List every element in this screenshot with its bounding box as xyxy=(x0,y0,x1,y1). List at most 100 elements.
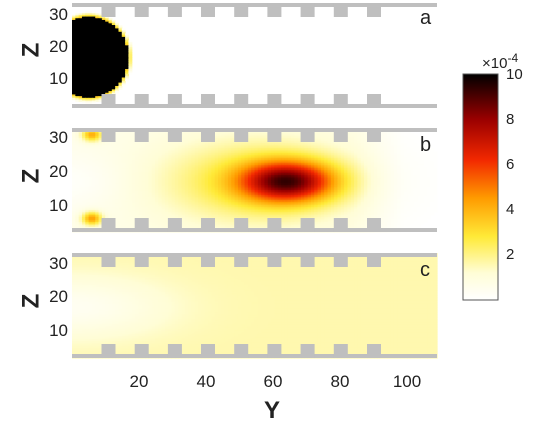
heatmap-cell xyxy=(297,143,302,146)
heatmap-cell xyxy=(81,75,86,79)
heatmap-cell xyxy=(360,141,365,144)
heatmap-cell xyxy=(347,131,352,134)
heatmap-cell xyxy=(360,134,365,137)
heatmap-cell xyxy=(354,139,358,143)
heatmap-cell xyxy=(121,30,126,33)
heatmap-cell xyxy=(125,33,130,36)
heatmap-cell xyxy=(91,134,96,137)
heatmap-cell xyxy=(81,11,86,14)
heatmap-cell xyxy=(304,144,309,148)
heatmap-cell xyxy=(393,139,398,143)
heatmap-cell xyxy=(101,31,106,35)
heatmap-cell xyxy=(98,58,103,62)
heatmap-cell xyxy=(178,144,183,148)
heatmap-cell xyxy=(115,89,120,92)
heatmap-cell xyxy=(91,30,96,33)
heatmap-cell xyxy=(407,141,412,144)
heatmap-cell xyxy=(267,143,272,146)
heatmap-cell xyxy=(154,134,159,137)
heatmap-cell xyxy=(231,139,236,143)
heatmap-cell xyxy=(72,31,76,35)
heatmap-cell xyxy=(115,141,120,144)
heatmap-cell xyxy=(75,138,80,141)
heatmap-cell xyxy=(393,141,398,144)
heatmap-cell xyxy=(121,63,126,67)
heatmap-cell xyxy=(81,70,86,74)
heatmap-cell xyxy=(304,143,309,146)
heatmap-cell xyxy=(105,75,110,79)
heatmap-cell xyxy=(115,47,120,50)
heatmap-cell xyxy=(85,80,90,84)
heatmap-cell xyxy=(88,143,93,146)
heatmap-cell xyxy=(95,36,100,40)
wall-notch xyxy=(367,94,381,108)
heatmap-cell xyxy=(324,144,329,148)
heatmap-cell xyxy=(85,131,90,134)
heatmap-cell xyxy=(128,67,133,70)
heatmap-cell xyxy=(387,138,392,141)
heatmap-cell xyxy=(81,84,86,87)
heatmap-cell xyxy=(115,77,120,80)
heatmap-cell xyxy=(198,143,203,146)
heatmap-cell xyxy=(108,52,113,55)
heatmap-cell xyxy=(98,53,103,57)
heatmap-cell xyxy=(91,13,96,16)
heatmap-cell xyxy=(294,141,299,144)
heatmap-cell xyxy=(393,138,398,141)
heatmap-cell xyxy=(81,144,86,148)
heatmap-cell xyxy=(108,30,113,33)
heatmap-cell xyxy=(91,63,96,67)
heatmap-cell xyxy=(85,89,90,92)
heatmap-cell xyxy=(364,138,368,141)
heatmap-cell xyxy=(75,92,80,96)
heatmap-cell xyxy=(317,131,322,134)
heatmap-cell xyxy=(118,70,123,74)
heatmap-cell xyxy=(85,94,90,97)
heatmap-cell xyxy=(131,133,136,136)
heatmap-cell xyxy=(72,55,76,58)
heatmap-cell xyxy=(115,35,120,38)
heatmap-cell xyxy=(118,25,123,28)
heatmap-cell xyxy=(188,134,193,137)
heatmap-cell xyxy=(121,67,126,70)
heatmap-cell xyxy=(98,69,103,72)
heatmap-cell xyxy=(78,19,83,23)
heatmap-cell xyxy=(75,57,80,60)
heatmap-cell xyxy=(95,131,100,134)
heatmap-cell xyxy=(81,91,86,94)
heatmap-cell xyxy=(148,138,153,141)
heatmap-cell xyxy=(98,133,103,136)
heatmap-cell xyxy=(118,139,123,143)
heatmap-cell xyxy=(72,80,76,84)
heatmap-cell xyxy=(111,23,116,26)
heatmap-cell xyxy=(131,141,136,144)
wall-notch xyxy=(101,3,116,17)
heatmap-cell xyxy=(214,136,219,139)
heatmap-cell xyxy=(320,134,325,137)
heatmap-cell xyxy=(91,47,96,50)
heatmap-cell xyxy=(108,67,113,70)
heatmap-cell xyxy=(324,134,329,137)
heatmap-cell xyxy=(118,43,123,46)
heatmap-cell xyxy=(403,141,408,144)
heatmap-cell xyxy=(105,35,110,38)
heatmap-cell xyxy=(128,48,133,52)
heatmap-cell xyxy=(198,138,203,141)
heatmap-cell xyxy=(111,82,116,85)
heatmap-cell xyxy=(108,35,113,38)
heatmap-cell xyxy=(294,136,299,139)
bottom-wall xyxy=(72,104,437,108)
heatmap-cell xyxy=(413,138,418,141)
heatmap-cell xyxy=(364,133,368,136)
heatmap-cell xyxy=(174,141,179,144)
heatmap-cell xyxy=(125,45,130,48)
heatmap-cell xyxy=(98,96,103,99)
wall-notch xyxy=(267,94,282,108)
heatmap-cell xyxy=(101,91,106,94)
heatmap-cell xyxy=(184,131,189,134)
heatmap-cell xyxy=(101,69,106,72)
heatmap-cell xyxy=(108,85,113,89)
heatmap-cell xyxy=(251,138,256,141)
heatmap-cell xyxy=(72,60,76,63)
heatmap-cell xyxy=(407,136,412,139)
